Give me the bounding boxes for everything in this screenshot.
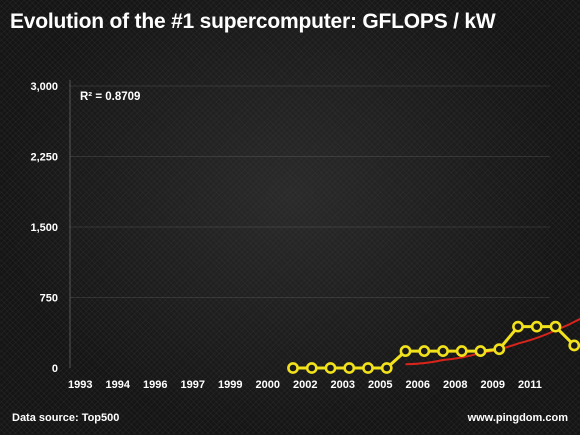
- data-point: [437, 345, 449, 357]
- data-point: [568, 339, 580, 352]
- gridlines: [69, 80, 550, 368]
- data-point: [474, 345, 487, 357]
- x-tick-label: 2006: [406, 379, 430, 391]
- trend-line: [405, 317, 580, 366]
- x-tick-label: 1993: [68, 379, 92, 391]
- x-tick-label: 2002: [293, 379, 317, 391]
- series-markers: [287, 320, 580, 374]
- x-tick-label: 2009: [481, 379, 505, 391]
- site-credit: www.pingdom.com: [467, 412, 568, 424]
- x-tick-label: 2005: [368, 379, 392, 391]
- data-point: [324, 362, 337, 374]
- y-tick-label: 3,000: [30, 81, 58, 93]
- r-squared-annotation: R² = 0.8709: [80, 91, 140, 103]
- series-lines: [293, 317, 580, 370]
- data-point: [512, 320, 524, 333]
- x-tick-label: 1996: [143, 379, 167, 391]
- data-point: [493, 343, 506, 356]
- x-tick-label: 1999: [218, 379, 242, 391]
- x-axis-ticks: 1993 1994 1996 1997 1999 2000 2002 2003 2005 2006…: [68, 379, 542, 391]
- data-point: [530, 320, 543, 333]
- data-point: [549, 320, 562, 333]
- y-tick-label: 750: [40, 293, 58, 305]
- data-point: [287, 362, 299, 374]
- y-axis-ticks: 0 750 1,500 2,250 3,000: [30, 81, 58, 375]
- y-tick-label: 2,250: [30, 152, 58, 164]
- y-tick-label: 1,500: [30, 222, 58, 234]
- chart-title: Evolution of the #1 supercomputer: GFLOP…: [10, 10, 496, 33]
- x-tick-label: 1994: [106, 379, 131, 391]
- data-point: [362, 362, 374, 374]
- x-tick-label: 2011: [518, 379, 542, 391]
- x-tick-label: 2008: [443, 379, 467, 391]
- x-tick-label: 2000: [256, 379, 280, 391]
- data-point: [305, 362, 318, 374]
- x-tick-label: 2003: [331, 379, 355, 391]
- data-point: [455, 345, 468, 357]
- y-tick-label: 0: [52, 363, 58, 375]
- data-point: [380, 362, 393, 374]
- data-point: [343, 362, 356, 374]
- x-tick-label: 1997: [181, 379, 205, 391]
- data-source: Data source: Top500: [12, 412, 120, 424]
- data-point: [399, 345, 412, 357]
- data-point: [418, 345, 431, 357]
